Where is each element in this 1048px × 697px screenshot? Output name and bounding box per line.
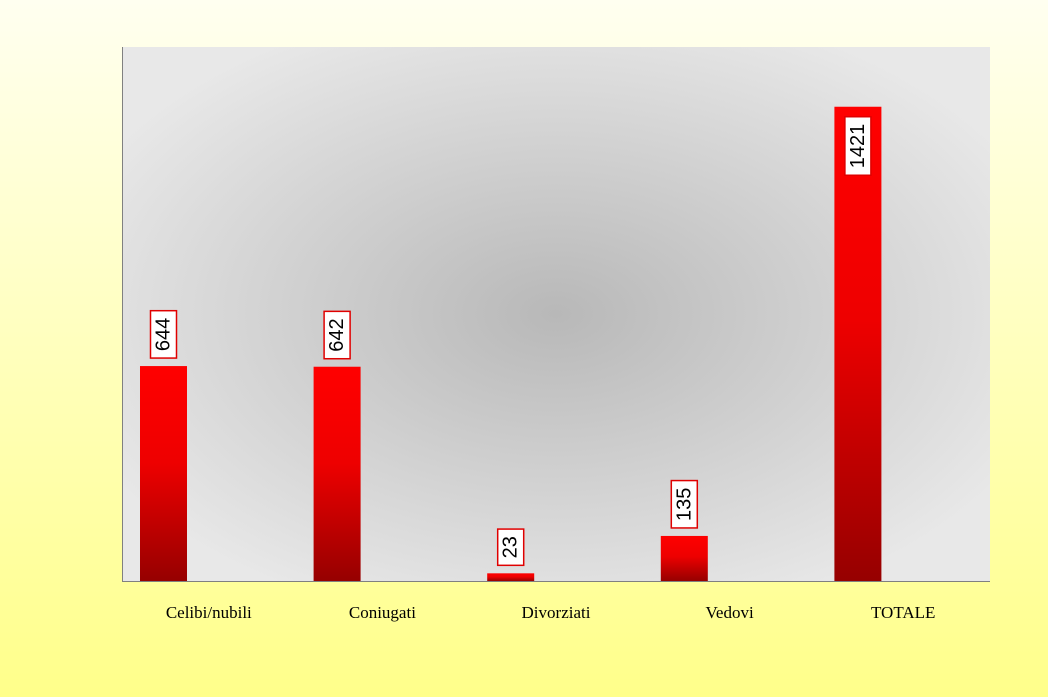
bar <box>313 366 361 581</box>
data-label-text: 1421 <box>847 124 869 169</box>
data-label-box <box>496 528 525 567</box>
data-label-box <box>844 115 872 176</box>
data-label: 642 <box>323 310 351 360</box>
bar <box>660 535 708 581</box>
x-tick-label: Celibi/nubili <box>166 603 252 622</box>
bar <box>140 366 187 581</box>
bar <box>487 573 535 581</box>
data-label: 644 <box>149 309 178 359</box>
x-tick-label: TOTALE <box>871 603 935 622</box>
data-label-text: 135 <box>673 488 695 521</box>
data-label-text: 23 <box>500 536 522 558</box>
bar <box>834 106 882 582</box>
data-label-box <box>149 309 178 359</box>
data-label: 1421 <box>844 115 872 176</box>
x-tick-label: Coniugati <box>349 603 416 622</box>
x-tick-label: Vedovi <box>706 603 754 622</box>
data-label: 23 <box>496 528 525 567</box>
x-tick-label: Divorziati <box>522 603 591 622</box>
data-label-text: 642 <box>326 318 348 351</box>
data-label-text: 644 <box>153 318 175 351</box>
data-label-box <box>323 310 351 360</box>
data-label-box <box>670 479 699 529</box>
data-label: 135 <box>670 479 699 529</box>
